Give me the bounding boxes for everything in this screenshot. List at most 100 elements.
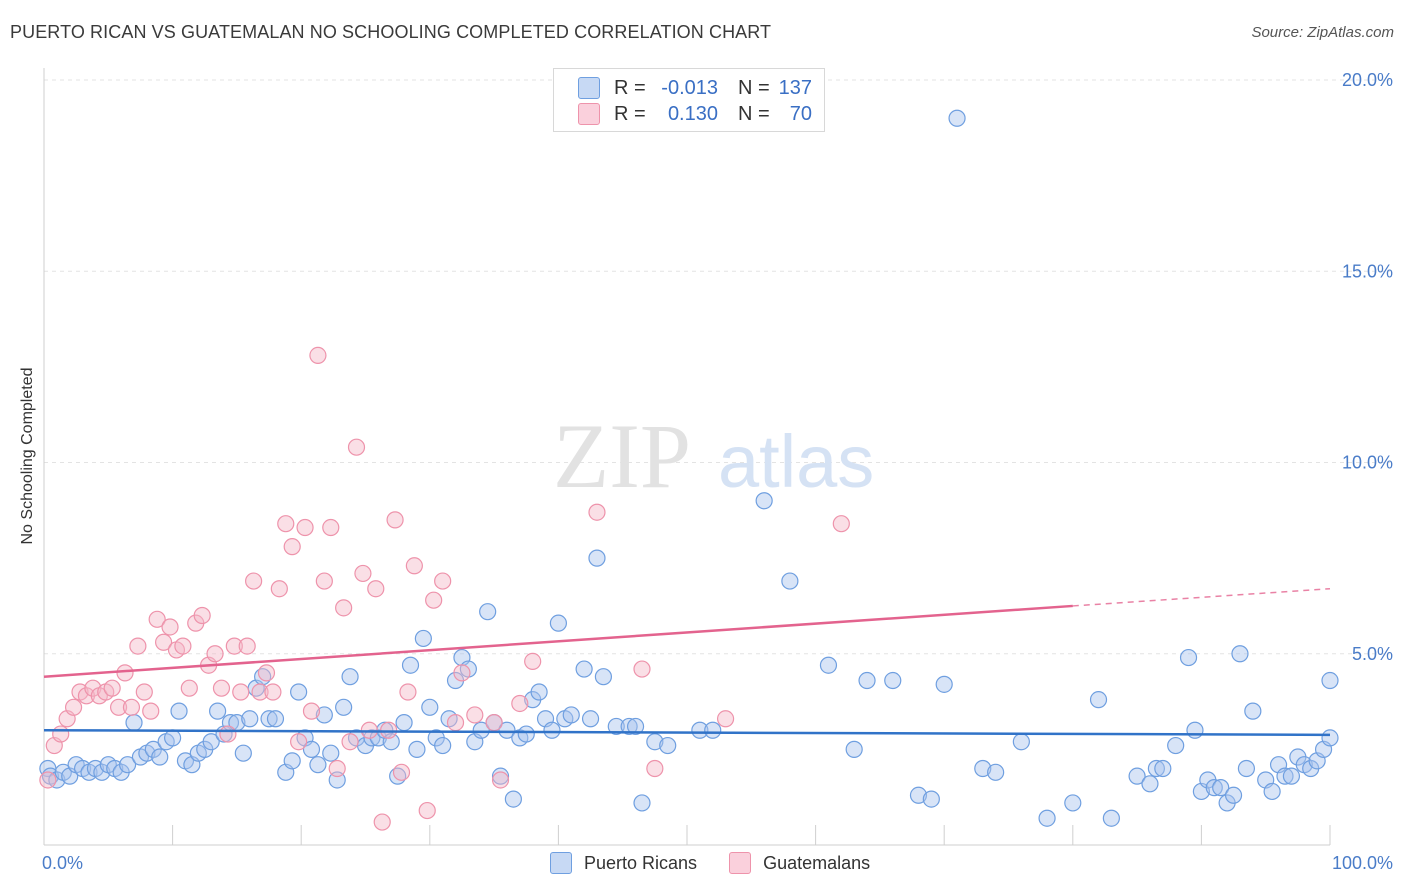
scatter-point — [948, 109, 966, 127]
scatter-point — [575, 660, 593, 678]
scatter-point — [581, 710, 600, 728]
scatter-point — [1205, 779, 1223, 797]
scatter-point — [270, 580, 288, 598]
scatter-point — [418, 801, 436, 820]
scatter-point — [659, 736, 677, 755]
x-tick-label: 100.0% — [1332, 853, 1393, 873]
scatter-point — [219, 725, 237, 743]
legend-r-value: -0.013 — [661, 76, 718, 99]
scatter-point — [453, 664, 471, 682]
scatter-point — [504, 790, 522, 808]
scatter-point — [607, 717, 625, 736]
scatter-point — [341, 733, 359, 751]
scatter-point — [1224, 786, 1243, 804]
axes — [43, 68, 1331, 846]
scatter-point — [335, 599, 353, 617]
scatter-point — [549, 614, 568, 632]
trend-line-guatemalans-extrapolated — [1072, 587, 1331, 607]
scatter-point — [517, 725, 535, 743]
legend-swatch-pink — [729, 852, 752, 874]
scatter-point — [122, 698, 141, 716]
y-tick-label: 20.0% — [1342, 70, 1393, 90]
scatter-point — [858, 671, 876, 690]
scatter-point — [64, 698, 83, 716]
scatter-point — [434, 736, 452, 755]
scatter-point — [118, 756, 137, 774]
scatter-point — [264, 683, 282, 701]
scatter-point — [103, 679, 121, 697]
scatter-point — [1167, 736, 1185, 755]
scatter-point — [315, 572, 333, 590]
scatter-point — [543, 721, 561, 739]
scatter-point — [251, 683, 269, 701]
scatter-point — [315, 706, 333, 724]
legend-row-puerto-ricans: R = -0.013 N = 137 — [578, 76, 812, 100]
scatter-point — [704, 721, 722, 739]
scatter-point — [260, 710, 278, 728]
legend-r-label: R = — [614, 102, 646, 125]
scatter-point — [386, 511, 404, 529]
scatter-point — [1102, 809, 1120, 827]
scatter-point — [562, 706, 580, 724]
scatter-point — [277, 515, 295, 533]
legend-n-label: N = — [738, 102, 770, 125]
scatter-point — [620, 717, 638, 736]
scatter-point — [322, 518, 340, 537]
scatter-point — [174, 637, 192, 655]
scatter-point — [164, 729, 182, 747]
scatter-point — [180, 679, 198, 697]
tick-labels: 5.0% 10.0% 15.0% 20.0% 0.0% 100.0% — [42, 70, 1393, 873]
scatter-point — [302, 702, 321, 720]
scatter-point — [290, 733, 308, 751]
scatter-point — [347, 438, 366, 456]
legend-swatch-blue — [550, 852, 572, 874]
legend-label: Guatemalans — [763, 852, 871, 873]
x-tick-label: 0.0% — [42, 853, 83, 873]
legend-n-label: N = — [738, 76, 770, 99]
scatter-point — [161, 618, 179, 636]
scatter-point — [1282, 767, 1301, 785]
scatter-point — [466, 706, 484, 724]
legend-n-value: 137 — [778, 76, 812, 99]
trend-line-guatemalans — [43, 604, 1073, 678]
scatter-point — [395, 713, 413, 732]
scatter-point — [414, 629, 432, 648]
scatter-point — [781, 572, 799, 590]
trend-lines — [43, 587, 1331, 737]
scatter-point — [530, 683, 548, 701]
correlation-legend: R = -0.013 N = 137 R = 0.130 N = 70 — [553, 68, 825, 132]
scatter-point — [266, 710, 285, 728]
scatter-point — [367, 580, 385, 598]
scatter-point — [212, 679, 231, 697]
scatter-point — [691, 721, 709, 739]
scatter-point — [232, 683, 250, 701]
legend-r-value: 0.130 — [667, 102, 718, 125]
legend-item-guatemalans: Guatemalans — [729, 852, 870, 874]
scatter-point — [1179, 648, 1198, 667]
y-tick-label: 10.0% — [1342, 453, 1393, 473]
watermark-atlas: atlas — [718, 420, 874, 503]
scatter-point — [524, 652, 542, 671]
scatter-point — [588, 503, 606, 521]
scatter-point — [283, 752, 301, 770]
scatter-point — [1064, 794, 1082, 812]
scatter-point — [974, 759, 992, 778]
scatter-point — [373, 813, 391, 831]
scatter-point — [52, 725, 70, 743]
scatter-point — [399, 683, 417, 701]
scatter-point — [154, 633, 173, 651]
legend-n-value: 70 — [789, 102, 812, 125]
scatter-point — [241, 710, 259, 728]
chart-title: PUERTO RICAN VS GUATEMALAN NO SCHOOLING … — [10, 22, 772, 42]
scatter-point — [1237, 759, 1256, 778]
scatter-point — [238, 637, 256, 655]
scatter-point — [170, 702, 188, 720]
legend-item-puerto-ricans: Puerto Ricans — [550, 852, 697, 874]
scatter-point — [1186, 721, 1204, 739]
scatter-point — [1321, 671, 1339, 690]
scatter-point — [845, 740, 863, 758]
scatter-point — [511, 694, 529, 713]
scatter-point — [1231, 645, 1249, 663]
trend-line-puerto-ricans — [43, 729, 1331, 737]
scatter-point — [1321, 729, 1339, 747]
